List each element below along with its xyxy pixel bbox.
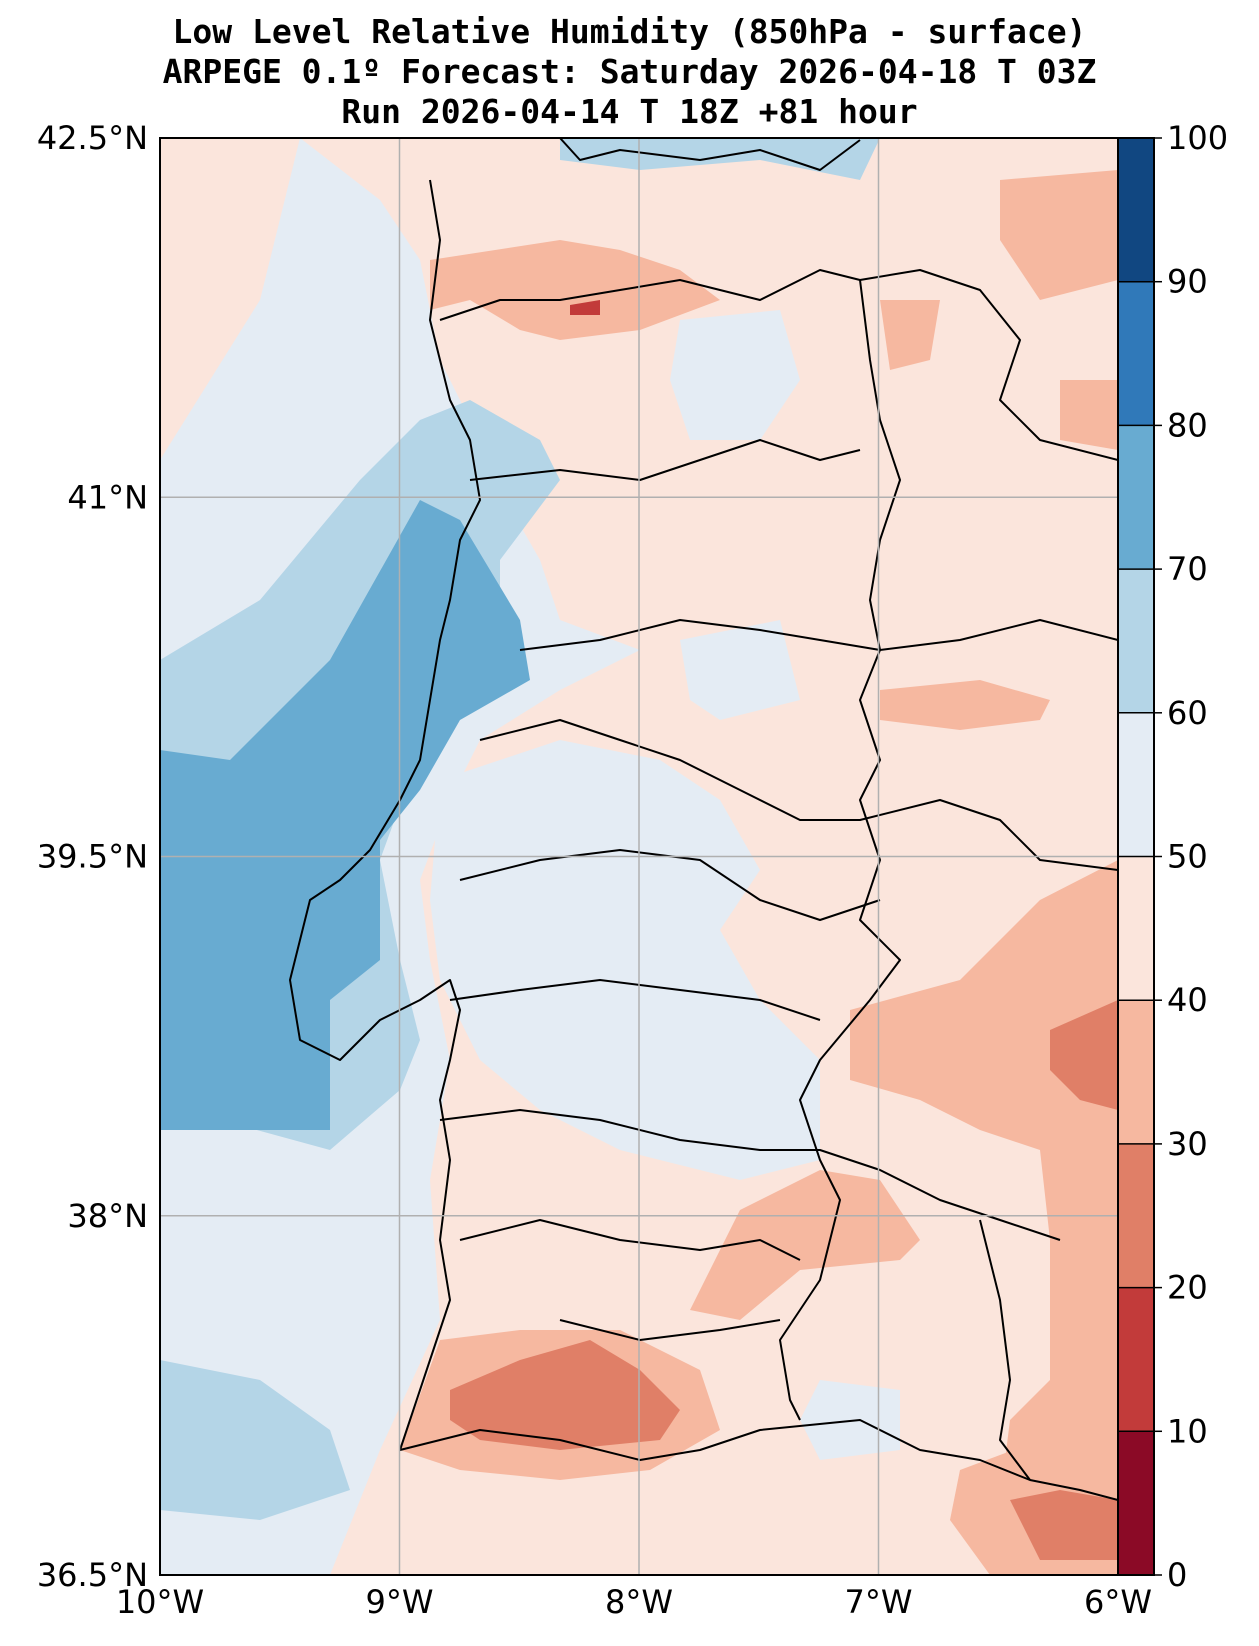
border-portugal-spain-east bbox=[779, 279, 901, 1421]
colorbar-tick-label: 10 bbox=[1167, 1412, 1208, 1450]
colorbar-segment bbox=[1118, 856, 1154, 1001]
rh-zone-30-40-east bbox=[1060, 380, 1118, 450]
lon-tick-label: 7°W bbox=[845, 1583, 913, 1621]
colorbar-tick-label: 80 bbox=[1167, 406, 1208, 444]
district-border-6 bbox=[439, 1109, 1061, 1241]
rh-zone-20-30-algarve bbox=[450, 1340, 680, 1450]
colorbar-segment bbox=[1118, 1431, 1154, 1575]
lon-tick-label: 10°W bbox=[116, 1583, 204, 1621]
lon-tick-label: 6°W bbox=[1084, 1583, 1152, 1621]
colorbar-segment bbox=[1118, 1000, 1154, 1144]
district-border-9 bbox=[979, 1219, 1031, 1481]
latitude-labels: 42.5°N 41°N 39.5°N 38°N 36.5°N bbox=[37, 119, 148, 1594]
district-border-2 bbox=[519, 619, 1118, 651]
district-border-3 bbox=[479, 719, 1118, 871]
lat-tick-label: 39.5°N bbox=[37, 838, 148, 876]
colorbar-segment bbox=[1118, 425, 1154, 570]
rh-zone-30-40-north bbox=[430, 240, 720, 340]
rh-zone-30-40-north-east bbox=[880, 300, 940, 370]
rh-zone-60-70-north bbox=[560, 138, 880, 180]
colorbar-tick-label: 90 bbox=[1167, 263, 1208, 301]
district-border-4 bbox=[459, 849, 881, 921]
colorbar-tick-label: 60 bbox=[1167, 694, 1208, 732]
district-border-5 bbox=[449, 979, 821, 1021]
colorbar: 0 10 20 30 40 50 60 70 80 90 100 bbox=[1117, 119, 1228, 1594]
colorbar-tick-label: 30 bbox=[1167, 1125, 1208, 1163]
coastlines-borders bbox=[289, 138, 1118, 1501]
rh-zone-20-30-east bbox=[1050, 1000, 1118, 1110]
colorbar-segment bbox=[1118, 1287, 1154, 1432]
longitude-labels: 10°W 9°W 8°W 7°W 6°W bbox=[116, 1583, 1152, 1621]
rh-zone-10-20-spot bbox=[570, 300, 600, 315]
rh-zone-50-60-center bbox=[430, 740, 820, 1180]
colorbar-segment bbox=[1118, 1143, 1154, 1288]
colorbar-tick-label: 40 bbox=[1167, 981, 1208, 1019]
lon-tick-label: 9°W bbox=[366, 1583, 434, 1621]
colorbar-segment bbox=[1118, 569, 1154, 713]
colorbar-segment bbox=[1118, 712, 1154, 857]
lat-tick-label: 36.5°N bbox=[37, 1556, 148, 1594]
title-line-2: ARPEGE 0.1º Forecast: Saturday 2026-04-1… bbox=[162, 52, 1097, 91]
rh-zone-60-70-southwest bbox=[160, 1360, 350, 1520]
border-portugal-spain-north bbox=[439, 269, 1118, 461]
colorbar-tick-label: 0 bbox=[1167, 1556, 1187, 1594]
title-line-3: Run 2026-04-14 T 18Z +81 hour bbox=[341, 92, 918, 131]
colorbar-tick-label: 20 bbox=[1167, 1269, 1208, 1307]
rh-zone-40-50-northwest bbox=[160, 138, 300, 460]
lon-tick-label: 8°W bbox=[605, 1583, 673, 1621]
rh-zone-30-40-south-center bbox=[690, 1170, 920, 1320]
colorbar-segment bbox=[1118, 281, 1154, 426]
rh-zone-30-40-northeast bbox=[1000, 170, 1118, 300]
colorbar-tick-label: 70 bbox=[1167, 550, 1208, 588]
district-border-1 bbox=[469, 439, 861, 481]
colorbar-tick-label: 50 bbox=[1167, 838, 1208, 876]
rh-zone-30-40-mid-east bbox=[880, 680, 1050, 730]
rh-zone-50-60-north bbox=[670, 310, 800, 440]
title-line-1: Low Level Relative Humidity (850hPa - su… bbox=[172, 12, 1087, 51]
border-galicia-north bbox=[559, 138, 861, 171]
colorbar-tick-label: 100 bbox=[1167, 119, 1228, 157]
district-border-7 bbox=[459, 1219, 801, 1261]
district-border-8 bbox=[559, 1319, 781, 1341]
rh-zone-20-30-southeast bbox=[1010, 1490, 1118, 1560]
lat-tick-label: 42.5°N bbox=[37, 119, 148, 157]
colorbar-segment bbox=[1118, 138, 1154, 282]
coastline-west-south bbox=[289, 179, 1118, 1501]
lat-tick-label: 41°N bbox=[67, 478, 148, 516]
lat-tick-label: 38°N bbox=[67, 1197, 148, 1235]
rh-zone-50-60-mid bbox=[680, 620, 800, 720]
